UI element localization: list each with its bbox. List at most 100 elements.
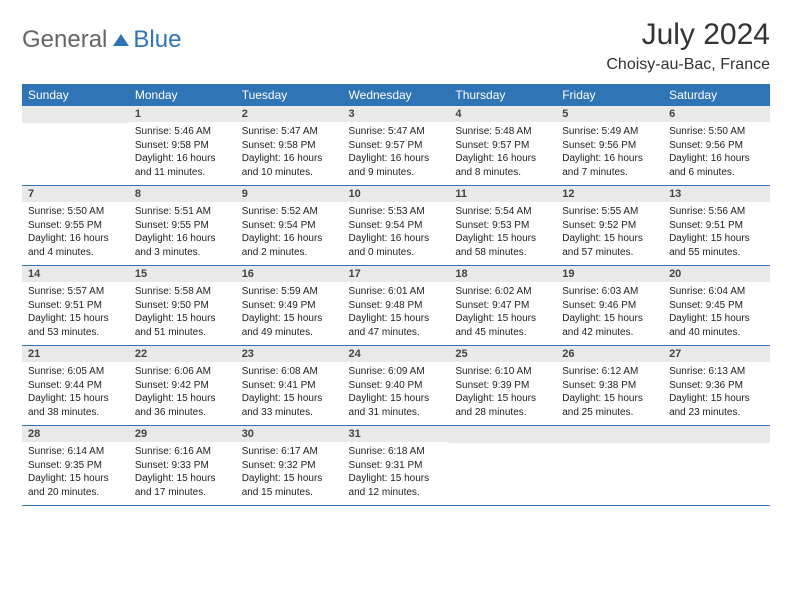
day-number: 24 — [343, 346, 450, 362]
column-header: Friday — [556, 84, 663, 106]
day-number: 12 — [556, 186, 663, 202]
daylight-line: Daylight: 15 hours and 20 minutes. — [28, 473, 109, 498]
daylight-line: Daylight: 16 hours and 2 minutes. — [242, 233, 323, 258]
sunrise-line: Sunrise: 5:47 AM — [242, 126, 318, 137]
day-content: Sunrise: 6:05 AMSunset: 9:44 PMDaylight:… — [22, 362, 129, 425]
column-header: Saturday — [663, 84, 770, 106]
day-content: Sunrise: 5:47 AMSunset: 9:57 PMDaylight:… — [343, 122, 450, 185]
calendar-cell: 15Sunrise: 5:58 AMSunset: 9:50 PMDayligh… — [129, 266, 236, 346]
day-content: Sunrise: 5:57 AMSunset: 9:51 PMDaylight:… — [22, 282, 129, 345]
daylight-line: Daylight: 15 hours and 33 minutes. — [242, 393, 323, 418]
daylight-line: Daylight: 15 hours and 25 minutes. — [562, 393, 643, 418]
calendar-cell: 4Sunrise: 5:48 AMSunset: 9:57 PMDaylight… — [449, 106, 556, 186]
day-content: Sunrise: 6:09 AMSunset: 9:40 PMDaylight:… — [343, 362, 450, 425]
daylight-line: Daylight: 15 hours and 15 minutes. — [242, 473, 323, 498]
calendar-cell: 19Sunrise: 6:03 AMSunset: 9:46 PMDayligh… — [556, 266, 663, 346]
calendar-cell: 27Sunrise: 6:13 AMSunset: 9:36 PMDayligh… — [663, 346, 770, 426]
calendar-cell: 11Sunrise: 5:54 AMSunset: 9:53 PMDayligh… — [449, 186, 556, 266]
calendar-cell — [449, 426, 556, 506]
day-content: Sunrise: 5:55 AMSunset: 9:52 PMDaylight:… — [556, 202, 663, 265]
calendar-cell — [663, 426, 770, 506]
daylight-line: Daylight: 15 hours and 12 minutes. — [349, 473, 430, 498]
column-header: Wednesday — [343, 84, 450, 106]
calendar-cell: 23Sunrise: 6:08 AMSunset: 9:41 PMDayligh… — [236, 346, 343, 426]
day-number: 25 — [449, 346, 556, 362]
calendar-cell: 20Sunrise: 6:04 AMSunset: 9:45 PMDayligh… — [663, 266, 770, 346]
sunset-line: Sunset: 9:48 PM — [349, 300, 423, 311]
day-number: 18 — [449, 266, 556, 282]
column-header: Sunday — [22, 84, 129, 106]
brand-word-2: Blue — [133, 26, 181, 54]
day-number: 13 — [663, 186, 770, 202]
calendar-cell: 2Sunrise: 5:47 AMSunset: 9:58 PMDaylight… — [236, 106, 343, 186]
sunrise-line: Sunrise: 5:57 AM — [28, 286, 104, 297]
daylight-line: Daylight: 16 hours and 9 minutes. — [349, 153, 430, 178]
column-header: Thursday — [449, 84, 556, 106]
daylight-line: Daylight: 15 hours and 38 minutes. — [28, 393, 109, 418]
sunrise-line: Sunrise: 6:17 AM — [242, 446, 318, 457]
day-content: Sunrise: 6:08 AMSunset: 9:41 PMDaylight:… — [236, 362, 343, 425]
day-number: 30 — [236, 426, 343, 442]
sunset-line: Sunset: 9:53 PM — [455, 220, 529, 231]
daylight-line: Daylight: 16 hours and 3 minutes. — [135, 233, 216, 258]
day-number: 9 — [236, 186, 343, 202]
sunrise-line: Sunrise: 5:54 AM — [455, 206, 531, 217]
sunrise-line: Sunrise: 6:10 AM — [455, 366, 531, 377]
daylight-line: Daylight: 15 hours and 23 minutes. — [669, 393, 750, 418]
sunrise-line: Sunrise: 5:48 AM — [455, 126, 531, 137]
day-content: Sunrise: 6:06 AMSunset: 9:42 PMDaylight:… — [129, 362, 236, 425]
calendar-cell: 8Sunrise: 5:51 AMSunset: 9:55 PMDaylight… — [129, 186, 236, 266]
sunset-line: Sunset: 9:47 PM — [455, 300, 529, 311]
day-content: Sunrise: 5:49 AMSunset: 9:56 PMDaylight:… — [556, 122, 663, 185]
day-content: Sunrise: 5:58 AMSunset: 9:50 PMDaylight:… — [129, 282, 236, 345]
day-content: Sunrise: 6:12 AMSunset: 9:38 PMDaylight:… — [556, 362, 663, 425]
column-header: Monday — [129, 84, 236, 106]
day-number — [22, 106, 129, 123]
calendar-week-row: 28Sunrise: 6:14 AMSunset: 9:35 PMDayligh… — [22, 426, 770, 506]
calendar-cell — [22, 106, 129, 186]
sunset-line: Sunset: 9:40 PM — [349, 380, 423, 391]
daylight-line: Daylight: 15 hours and 51 minutes. — [135, 313, 216, 338]
day-number: 17 — [343, 266, 450, 282]
day-content: Sunrise: 5:51 AMSunset: 9:55 PMDaylight:… — [129, 202, 236, 265]
day-number — [449, 426, 556, 443]
sunrise-line: Sunrise: 5:52 AM — [242, 206, 318, 217]
sunrise-line: Sunrise: 6:18 AM — [349, 446, 425, 457]
daylight-line: Daylight: 15 hours and 42 minutes. — [562, 313, 643, 338]
month-title: July 2024 — [606, 18, 770, 52]
sunset-line: Sunset: 9:58 PM — [135, 140, 209, 151]
day-number: 1 — [129, 106, 236, 122]
sunset-line: Sunset: 9:50 PM — [135, 300, 209, 311]
daylight-line: Daylight: 15 hours and 17 minutes. — [135, 473, 216, 498]
sunset-line: Sunset: 9:52 PM — [562, 220, 636, 231]
sunset-line: Sunset: 9:56 PM — [562, 140, 636, 151]
day-number — [663, 426, 770, 443]
daylight-line: Daylight: 15 hours and 31 minutes. — [349, 393, 430, 418]
daylight-line: Daylight: 15 hours and 28 minutes. — [455, 393, 536, 418]
day-number: 8 — [129, 186, 236, 202]
calendar-cell: 28Sunrise: 6:14 AMSunset: 9:35 PMDayligh… — [22, 426, 129, 506]
sunrise-line: Sunrise: 5:55 AM — [562, 206, 638, 217]
sunrise-line: Sunrise: 6:08 AM — [242, 366, 318, 377]
day-content: Sunrise: 6:17 AMSunset: 9:32 PMDaylight:… — [236, 442, 343, 505]
header: General Blue July 2024 Choisy-au-Bac, Fr… — [22, 18, 770, 74]
calendar-cell: 14Sunrise: 5:57 AMSunset: 9:51 PMDayligh… — [22, 266, 129, 346]
sunset-line: Sunset: 9:39 PM — [455, 380, 529, 391]
sunset-line: Sunset: 9:38 PM — [562, 380, 636, 391]
sunset-line: Sunset: 9:49 PM — [242, 300, 316, 311]
calendar-cell: 6Sunrise: 5:50 AMSunset: 9:56 PMDaylight… — [663, 106, 770, 186]
daylight-line: Daylight: 15 hours and 47 minutes. — [349, 313, 430, 338]
day-content: Sunrise: 5:50 AMSunset: 9:55 PMDaylight:… — [22, 202, 129, 265]
calendar-cell: 29Sunrise: 6:16 AMSunset: 9:33 PMDayligh… — [129, 426, 236, 506]
day-number — [556, 426, 663, 443]
sunrise-line: Sunrise: 6:05 AM — [28, 366, 104, 377]
sunrise-line: Sunrise: 5:50 AM — [28, 206, 104, 217]
day-number: 7 — [22, 186, 129, 202]
day-content: Sunrise: 6:16 AMSunset: 9:33 PMDaylight:… — [129, 442, 236, 505]
brand-word-1: General — [22, 26, 107, 54]
sunset-line: Sunset: 9:55 PM — [135, 220, 209, 231]
calendar-cell: 30Sunrise: 6:17 AMSunset: 9:32 PMDayligh… — [236, 426, 343, 506]
day-number: 6 — [663, 106, 770, 122]
sunrise-line: Sunrise: 5:53 AM — [349, 206, 425, 217]
calendar-week-row: 7Sunrise: 5:50 AMSunset: 9:55 PMDaylight… — [22, 186, 770, 266]
